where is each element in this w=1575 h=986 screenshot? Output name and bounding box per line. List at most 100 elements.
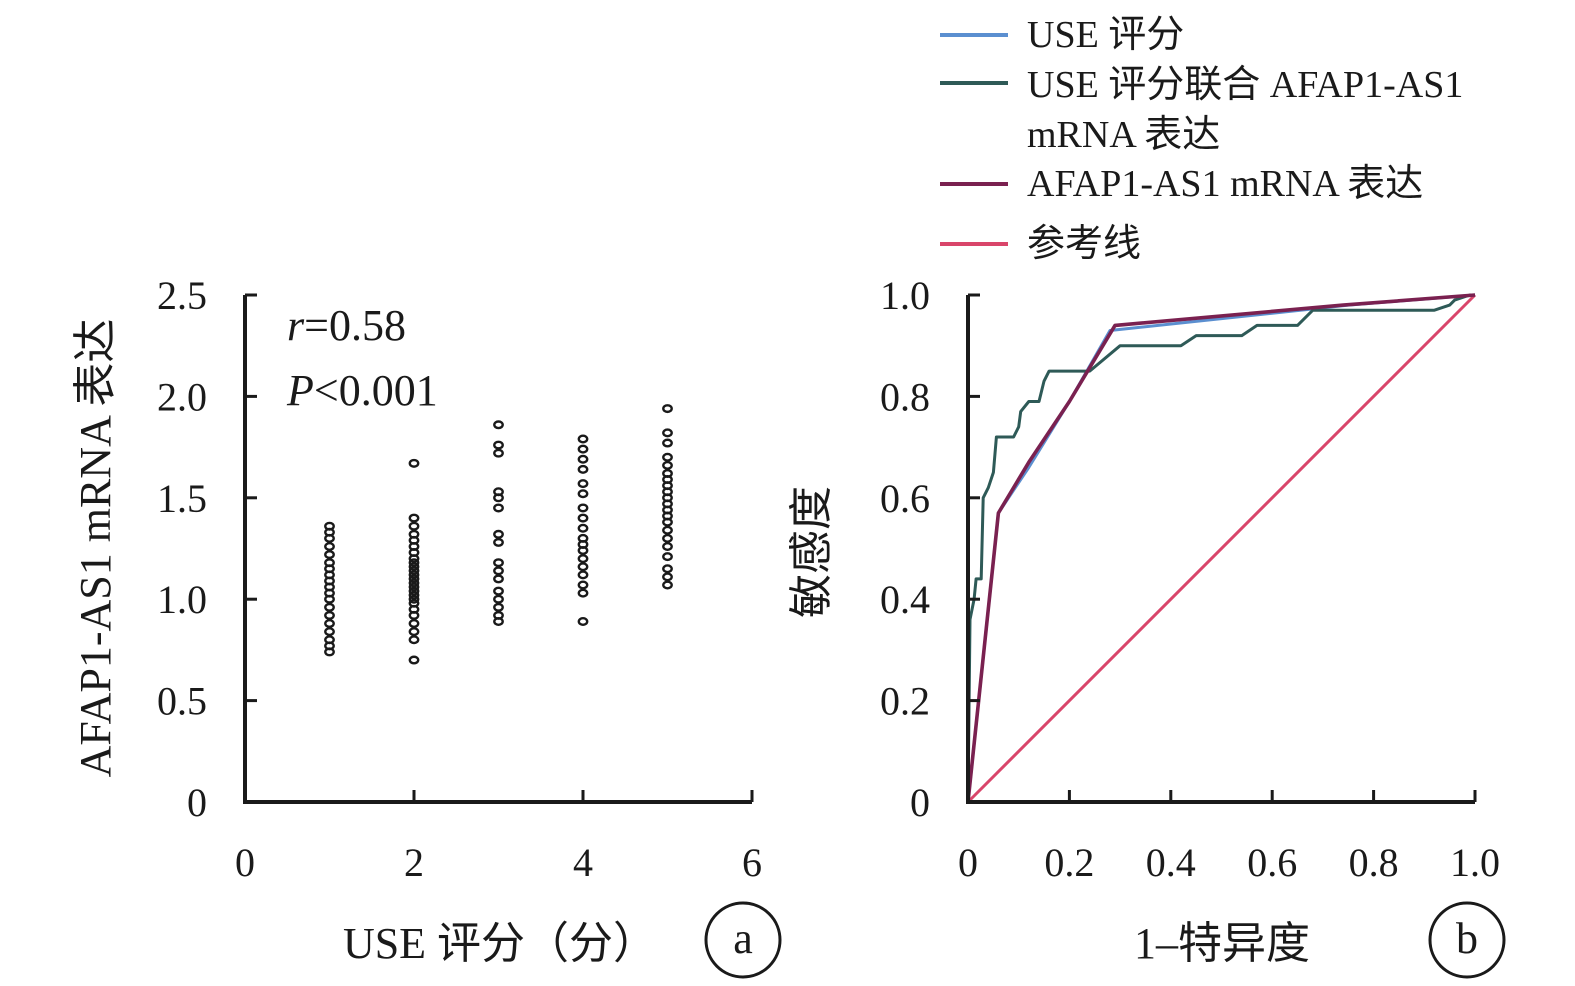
x-tick-label: 2 — [404, 840, 424, 885]
scatter-point — [662, 428, 673, 438]
scatter-point — [662, 572, 673, 582]
legend-label: 参考线 — [1027, 223, 1141, 265]
panel-label-b-circle — [1428, 901, 1506, 979]
scatter-point — [408, 521, 420, 531]
scatter-point — [408, 594, 420, 604]
x-axis-ticks-b: 0 0.2 0.4 0.6 0.8 1.0 — [958, 790, 1500, 885]
roc-panel-b: 0 0.2 0.4 0.6 0.8 1.0 00.20.40.60.81.0 1–特异度 … — [787, 14, 1506, 979]
scatter-point — [493, 602, 504, 612]
scatter-point — [493, 594, 504, 604]
roc-line-1 — [966, 293, 1475, 803]
legend-label: USE 评分 — [1027, 14, 1184, 56]
scatter-point — [408, 619, 420, 629]
scatter-point — [324, 558, 335, 568]
scatter-point — [324, 541, 335, 551]
scatter-point — [408, 578, 420, 588]
scatter-point — [493, 558, 504, 568]
scatter-point — [577, 554, 589, 564]
scatter-point — [577, 533, 589, 543]
scatter-point — [662, 452, 673, 462]
y-axis-ticks-b: 0 0.2 0.4 0.6 0.8 1.0 — [880, 273, 980, 825]
roc-curves — [966, 293, 1477, 804]
scatter-point — [662, 564, 673, 574]
scatter-point — [577, 617, 589, 627]
y-tick-label: 1.0 — [157, 577, 207, 622]
y-tick-label: 0.8 — [880, 374, 930, 419]
legend-label: USE 评分联合 AFAP1-AS1 — [1027, 64, 1463, 106]
scatter-point — [324, 602, 335, 612]
scatter-panel-a: 0 2 4 6 0 0.5 1.0 1.5 2.0 2.5 USE 评分（分） AFAP1-AS… — [71, 273, 782, 979]
scatter-point — [662, 438, 673, 448]
scatter-point — [408, 582, 420, 592]
scatter-point — [408, 566, 420, 576]
scatter-point — [577, 562, 589, 572]
scatter-point — [408, 586, 420, 596]
x-axis-ticks-a: 0 2 4 6 — [235, 790, 762, 885]
scatter-point — [493, 586, 504, 596]
scatter-point — [662, 541, 673, 551]
x-tick-label: 0.8 — [1349, 840, 1399, 885]
legend: USE 评分 USE 评分联合 AFAP1-AS1 mRNA 表达 AFAP1-AS1… — [940, 14, 1463, 265]
x-tick-label: 0 — [958, 840, 978, 885]
y-tick-label: 2.0 — [157, 374, 207, 419]
scatter-point — [408, 513, 420, 523]
scatter-point — [577, 454, 589, 464]
scatter-point — [493, 529, 504, 539]
correlation-r: r=0.58 — [287, 301, 406, 350]
scatter-point — [577, 434, 589, 444]
scatter-point — [577, 444, 589, 454]
scatter-point — [408, 598, 420, 608]
p-value: P<0.001 — [286, 366, 438, 415]
scatter-point — [662, 468, 673, 478]
x-tick-label: 0.2 — [1044, 840, 1094, 885]
y-axis-ticks-a: 0 0.5 1.0 1.5 2.0 2.5 — [157, 273, 257, 825]
scatter-point — [324, 610, 335, 620]
scatter-point — [577, 513, 589, 523]
scatter-point — [662, 552, 673, 562]
scatter-point — [324, 619, 335, 629]
x-axis-title-a: USE 评分（分） — [343, 919, 657, 968]
y-tick-label: 0.4 — [880, 577, 930, 622]
y-axis-title-a: AFAP1-AS1 mRNA 表达 — [71, 319, 120, 778]
y-tick-label: 0.6 — [880, 476, 930, 521]
x-tick-label: 0.6 — [1247, 840, 1297, 885]
scatter-point — [408, 562, 420, 572]
scatter-point — [408, 655, 420, 665]
scatter-points — [324, 404, 673, 665]
scatter-point — [493, 440, 504, 450]
scatter-point — [408, 529, 420, 539]
scatter-point — [493, 574, 504, 584]
scatter-point — [493, 448, 504, 458]
scatter-point — [324, 627, 335, 637]
x-tick-label: 0.4 — [1146, 840, 1196, 885]
scatter-point — [662, 404, 673, 414]
scatter-point — [408, 558, 420, 568]
roc-line-2 — [966, 293, 1476, 803]
scatter-point — [577, 464, 589, 474]
panel-label-a: a — [733, 914, 753, 963]
scatter-point — [662, 580, 673, 590]
y-tick-label: 0 — [187, 780, 207, 825]
scatter-point — [408, 458, 420, 468]
y-tick-label: 1.0 — [880, 273, 930, 318]
panel-label-a-circle — [704, 901, 782, 979]
scatter-point — [408, 574, 420, 584]
y-tick-label: 0.2 — [880, 679, 930, 724]
scatter-point — [577, 479, 589, 489]
scatter-point — [408, 627, 420, 637]
scatter-point — [493, 566, 504, 576]
scatter-point — [662, 525, 673, 535]
y-tick-label: 0.5 — [157, 679, 207, 724]
scatter-point — [408, 635, 420, 645]
scatter-point — [408, 570, 420, 580]
scatter-point — [577, 523, 589, 533]
legend-label: AFAP1-AS1 mRNA 表达 — [1027, 163, 1423, 205]
scatter-point — [324, 550, 335, 560]
scatter-point — [324, 521, 335, 531]
scatter-point — [493, 610, 504, 620]
scatter-point — [662, 460, 673, 470]
x-tick-label: 6 — [742, 840, 762, 885]
scatter-point — [493, 503, 504, 513]
scatter-point — [324, 635, 335, 645]
